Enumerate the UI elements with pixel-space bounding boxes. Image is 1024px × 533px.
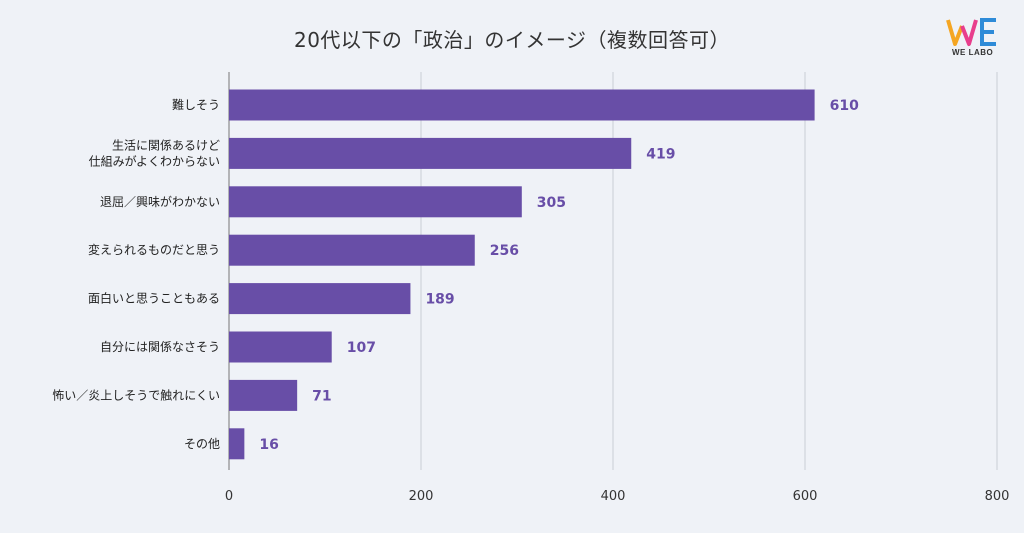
logo-text: WE LABO: [952, 48, 994, 57]
data-label: 189: [425, 292, 454, 308]
x-tick-label: 0: [225, 489, 233, 504]
category-label: 怖い／炎上しそうで触れにくい: [52, 387, 220, 402]
bar: [229, 428, 245, 460]
category-label: 変えられるものだと思う: [88, 242, 220, 257]
category-label: 退屈／興味がわかない: [100, 194, 220, 209]
x-tick-label: 400: [601, 489, 626, 504]
we-labo-logo: WE LABO: [946, 16, 1002, 62]
bar: [229, 89, 815, 121]
bar: [229, 379, 298, 411]
data-label: 305: [537, 195, 566, 211]
chart-title: 20代以下の「政治」のイメージ（複数回答可）: [293, 28, 731, 52]
data-label: 71: [312, 388, 331, 404]
data-label: 16: [259, 437, 278, 453]
bar: [229, 186, 522, 218]
data-label: 419: [646, 146, 675, 162]
x-tick-label: 600: [793, 489, 818, 504]
x-tick-label: 200: [409, 489, 434, 504]
category-label: 仕組みがよくわからない: [89, 153, 220, 168]
category-label: その他: [184, 437, 220, 451]
we-logo-mark: [946, 18, 996, 46]
data-label: 256: [490, 243, 519, 259]
category-label: 生活に関係あるけど: [112, 138, 220, 152]
data-label: 610: [830, 98, 859, 114]
category-label: 難しそう: [172, 97, 220, 112]
bar: [229, 234, 475, 266]
bar: [229, 331, 332, 363]
x-tick-label: 800: [985, 489, 1010, 504]
category-label: 面白いと思うこともある: [88, 291, 220, 306]
data-label: 107: [347, 340, 376, 356]
category-label: 自分には関係なさそう: [100, 340, 220, 354]
bar: [229, 283, 411, 315]
bar: [229, 137, 632, 169]
